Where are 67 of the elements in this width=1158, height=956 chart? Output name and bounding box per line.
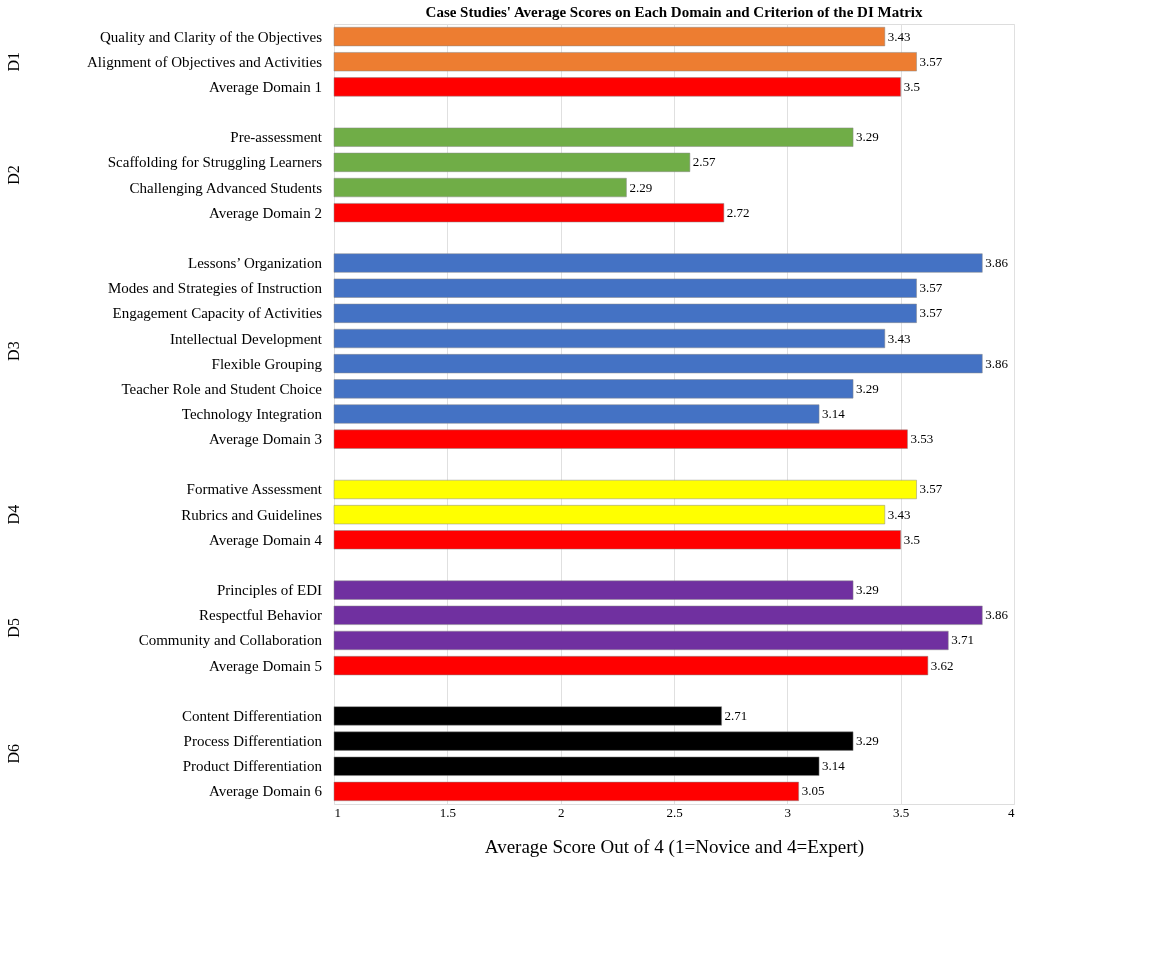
data-label: 3.5 xyxy=(903,531,920,547)
data-label: 3.14 xyxy=(822,758,846,774)
y-tick-label: Rubrics and Guidelines xyxy=(181,506,323,523)
data-label: 3.71 xyxy=(951,632,975,648)
data-label: 3.29 xyxy=(856,129,879,145)
x-axis-title: Average Score Out of 4 (1=Novice and 4=Expert) xyxy=(484,835,865,858)
data-label: 3.43 xyxy=(887,506,911,522)
data-label: 3.5 xyxy=(903,78,920,94)
y-tick-label: Product Differentiation xyxy=(182,758,323,775)
data-label: 3.43 xyxy=(887,28,911,44)
y-tick-label: Scaffolding for Struggling Learners xyxy=(107,154,323,171)
y-tick-label: Average Domain 5 xyxy=(208,657,322,674)
data-label: 2.72 xyxy=(726,204,750,220)
text: D5 xyxy=(5,618,22,638)
text: D4 xyxy=(5,504,22,525)
y-tick-label: Average Domain 1 xyxy=(208,78,322,95)
chart-title: Case Studies' Average Scores on Each Domain and Criterion of the DI Matrix xyxy=(425,4,923,20)
y-tick-label: Modes and Strategies of Instruction xyxy=(107,280,323,297)
text: D1 xyxy=(5,51,22,72)
data-label: 3.57 xyxy=(919,53,943,69)
y-tick-label: Average Domain 4 xyxy=(208,531,323,548)
text: D6 xyxy=(5,743,22,764)
text: D2 xyxy=(5,165,22,185)
data-label: 3.05 xyxy=(801,783,825,799)
y-tick-label: Content Differentiation xyxy=(181,707,323,724)
x-tick-label: 3 xyxy=(784,804,792,820)
y-tick-label: Average Domain 6 xyxy=(208,783,323,800)
data-label: 3.86 xyxy=(985,607,1009,623)
y-tick-label: Community and Collaboration xyxy=(138,632,323,649)
x-tick-label: 4 xyxy=(1008,804,1015,820)
y-tick-label: Respectful Behavior xyxy=(199,607,322,624)
y-tick-label: Formative Assessment xyxy=(186,481,323,498)
data-label: 3.57 xyxy=(919,280,943,296)
x-tick-label: 2.5 xyxy=(666,804,683,820)
x-tick-label: 1 xyxy=(334,804,341,820)
data-label: 3.43 xyxy=(887,330,911,346)
data-label: 3.14 xyxy=(822,406,846,421)
x-tick-label: 3.5 xyxy=(893,804,910,820)
y-tick-label: Intellectual Development xyxy=(169,330,323,347)
text: D3 xyxy=(5,341,22,361)
y-tick-label: Principles of EDI xyxy=(217,582,322,599)
data-label: 3.57 xyxy=(919,305,943,321)
y-tick-label: Alignment of Objectives and Activities xyxy=(87,53,323,70)
data-label: 3.86 xyxy=(985,355,1009,371)
data-label: 3.53 xyxy=(910,431,934,447)
data-label: 2.29 xyxy=(629,179,653,195)
y-tick-label: Average Domain 3 xyxy=(208,431,322,448)
x-tick-label: 2 xyxy=(557,804,565,820)
data-label: 2.71 xyxy=(724,707,748,723)
y-tick-label: Average Domain 2 xyxy=(208,204,322,221)
data-label: 3.86 xyxy=(985,255,1009,271)
data-label: 3.29 xyxy=(856,380,879,396)
y-tick-label: Teacher Role and Student Choice xyxy=(121,380,323,397)
y-tick-label: Lessons’ Organization xyxy=(188,255,323,272)
data-label: 2.57 xyxy=(692,154,717,170)
y-tick-label: Quality and Clarity of the Objectives xyxy=(99,28,323,45)
data-label: 3.62 xyxy=(930,657,954,673)
data-label: 3.29 xyxy=(856,582,879,598)
y-tick-label: Process Differentiation xyxy=(183,733,323,750)
y-tick-label: Engagement Capacity of Activities xyxy=(112,305,323,322)
data-label: 3.29 xyxy=(856,733,879,749)
y-tick-label: Technology Integration xyxy=(181,406,323,422)
data-label: 3.57 xyxy=(919,481,943,497)
y-tick-label: Flexible Grouping xyxy=(211,355,323,372)
y-tick-label: Pre-assessment xyxy=(230,129,323,146)
x-tick-label: 1.5 xyxy=(439,804,456,820)
y-tick-label: Challenging Advanced Students xyxy=(129,179,323,196)
